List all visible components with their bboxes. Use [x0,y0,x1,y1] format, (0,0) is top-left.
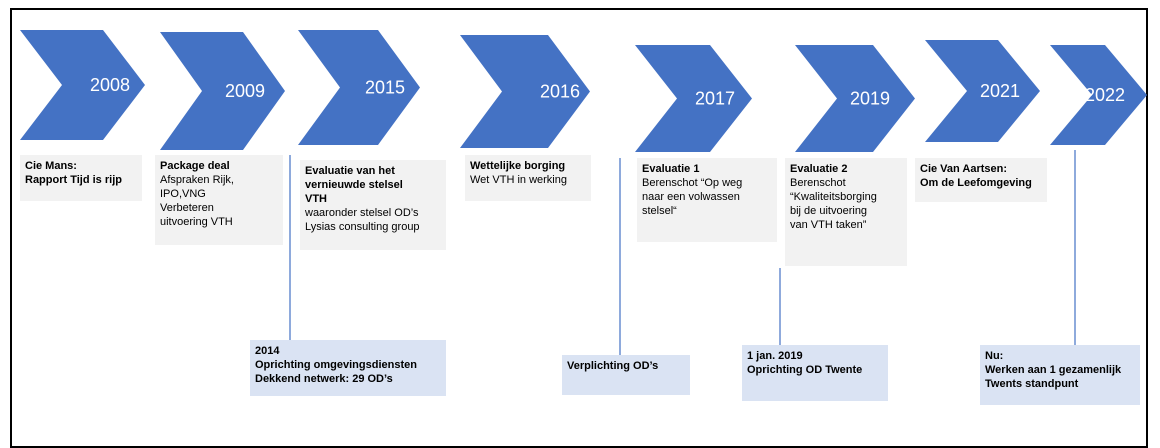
chevron [298,30,420,145]
note-heading: Verplichting OD’s [567,360,659,372]
note-body: waaronder stelsel OD’s [305,207,419,219]
year-label: 2015 [365,78,405,98]
year-label: 2019 [850,89,890,109]
note-heading: Evaluatie 1 [642,163,700,175]
top-note: Package deal Afspraken Rijk, IPO,VNG Verbet… [155,155,283,245]
note-heading: Cie Mans: [25,160,77,172]
note-body: Berenschot [790,177,846,189]
note-body: van VTH taken” [790,219,867,231]
note-body: Berenschot “Op weg [642,177,743,189]
top-note: Evaluatie van het vernieuwde stelsel VTH wa… [300,160,446,250]
note-heading: Evaluatie van het [305,165,395,177]
note-heading: Oprichting omgevingsdiensten [255,359,417,371]
note-heading: Nu: [985,350,1004,362]
chevron [925,40,1040,142]
chevron [795,45,915,152]
note-body: bij de uitvoering [790,205,868,217]
bottom-note: 2014 Oprichting omgevingsdiensten Dekkend … [250,340,446,396]
note-body: Verbeteren [160,202,214,214]
chevron [460,35,590,148]
top-note: Evaluatie 1 Berenschot “Op weg naar een vo… [637,158,777,242]
note-body: “Kwaliteitsborging [790,191,877,203]
note-heading: 1 jan. 2019 [747,350,803,362]
note-heading: Twents standpunt [985,378,1079,390]
note-body: naar een volwassen [642,191,740,203]
note-heading: Om de Leefomgeving [920,177,1032,189]
note-body: Wet VTH in werking [470,174,567,186]
note-heading: Dekkend netwerk: 29 OD’s [255,373,393,385]
note-heading: VTH [305,193,327,205]
note-heading: Rapport Tijd is rijp [25,174,122,186]
note-body: IPO,VNG [160,188,206,200]
note-body: Lysias consulting group [305,221,420,233]
year-label: 2008 [90,75,130,95]
bottom-note: Nu: Werken aan 1 gezamenlijk Twents standp… [980,345,1140,405]
note-heading: 2014 [255,345,280,357]
year-label: 2016 [540,82,580,102]
note-heading: Werken aan 1 gezamenlijk [985,364,1122,376]
note-heading: Wettelijke borging [470,160,566,172]
note-heading: Oprichting OD Twente [747,364,863,376]
note-body: stelsel“ [642,205,677,217]
chevron [20,30,145,140]
top-note: Evaluatie 2 Berenschot “Kwaliteitsborging b… [785,158,907,266]
year-label: 2017 [695,89,735,109]
chevron [160,32,285,150]
bottom-note: 1 jan. 2019 Oprichting OD Twente [742,345,888,401]
note-body: uitvoering VTH [160,216,233,228]
top-note: Cie Mans: Rapport Tijd is rijp [20,155,142,201]
bottom-note: Verplichting OD’s [562,355,690,395]
chevron [635,45,752,152]
top-note: Cie Van Aartsen: Om de Leefomgeving [915,158,1047,202]
note-body: Afspraken Rijk, [160,174,234,186]
year-label: 2009 [225,81,265,101]
top-note: Wettelijke borging Wet VTH in werking [465,155,591,201]
note-heading: vernieuwde stelsel [305,179,403,191]
chevron [1050,45,1147,145]
note-heading: Cie Van Aartsen: [920,163,1008,175]
year-label: 2022 [1085,85,1125,105]
note-heading: Evaluatie 2 [790,163,848,175]
timeline: 2008 2009 2015 2016 2017 2019 2021 2022 [20,30,1147,355]
year-label: 2021 [980,81,1020,101]
note-heading: Package deal [160,160,230,172]
